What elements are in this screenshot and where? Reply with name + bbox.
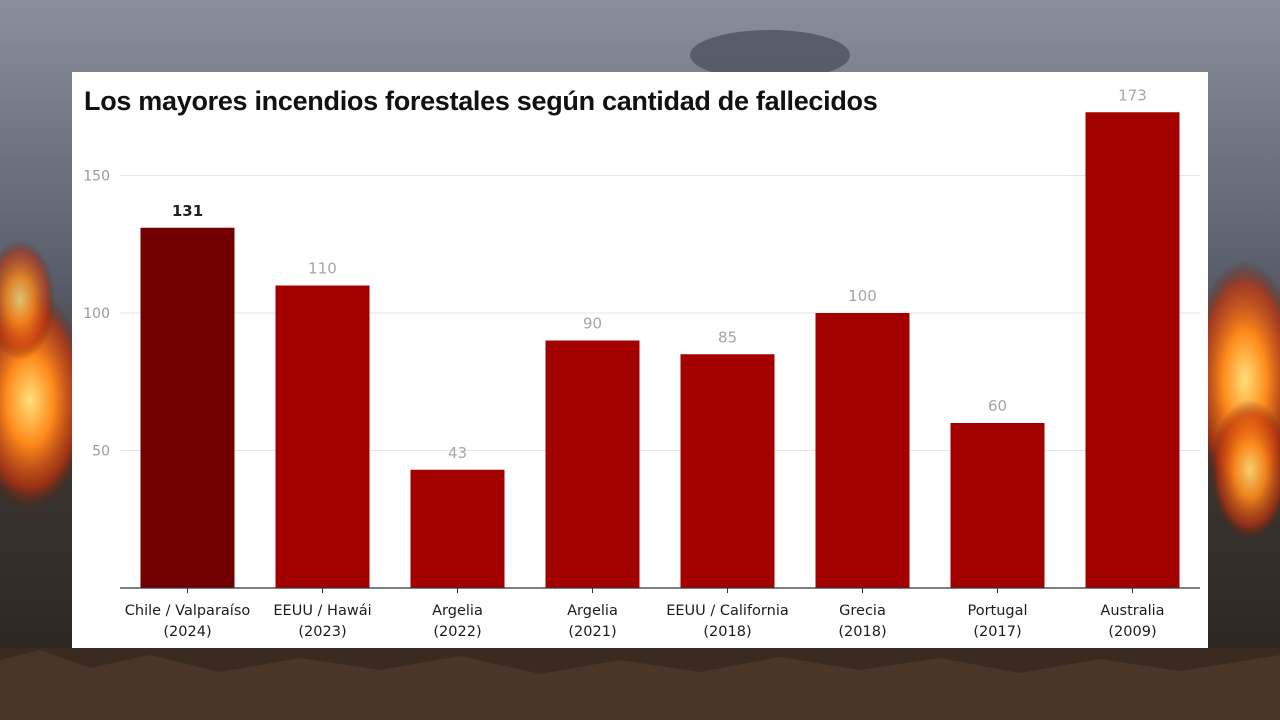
bar [410,469,505,588]
x-tick-label: EEUU / Hawái [273,603,371,619]
data-label: 90 [583,315,602,333]
x-tick-label: (2021) [568,624,616,640]
data-label: 131 [172,202,203,220]
x-tick-label: Grecia [839,603,886,619]
x-tick-label: (2018) [703,624,751,640]
x-tick-label: EEUU / California [666,603,789,619]
x-tick-label: (2009) [1108,624,1156,640]
data-label: 43 [448,444,467,462]
x-tick-label: Argelia [567,603,618,619]
y-tick-label: 100 [83,306,110,322]
x-tick-label: (2024) [163,624,211,640]
bar [815,313,910,588]
chart-panel: Los mayores incendios forestales según c… [72,72,1208,648]
y-tick-label: 150 [83,169,110,185]
x-tick-label: (2017) [973,624,1021,640]
bar [950,423,1045,588]
bar-chart: 50 100 150 131 Chile / Valparaíso (2024) 110 EE… [83,86,1200,640]
bar [275,285,370,588]
data-label: 100 [848,287,877,305]
x-tick-label: (2022) [433,624,481,640]
x-tick-label: Chile / Valparaíso [125,603,251,619]
x-tick-label: Australia [1100,603,1164,619]
data-label: 60 [988,397,1007,415]
chart-title: Los mayores incendios forestales según c… [84,86,878,116]
bar [545,340,640,588]
x-tick-label: Argelia [432,603,483,619]
x-tick-label: (2018) [838,624,886,640]
x-tick-label: Portugal [967,603,1027,619]
data-label: 110 [308,260,337,278]
x-tick-label: (2023) [298,624,346,640]
bar [680,354,775,588]
bar [140,227,235,588]
y-tick-label: 50 [92,444,110,460]
bar [1085,112,1180,588]
data-label: 173 [1118,86,1147,104]
data-label: 85 [718,328,737,346]
